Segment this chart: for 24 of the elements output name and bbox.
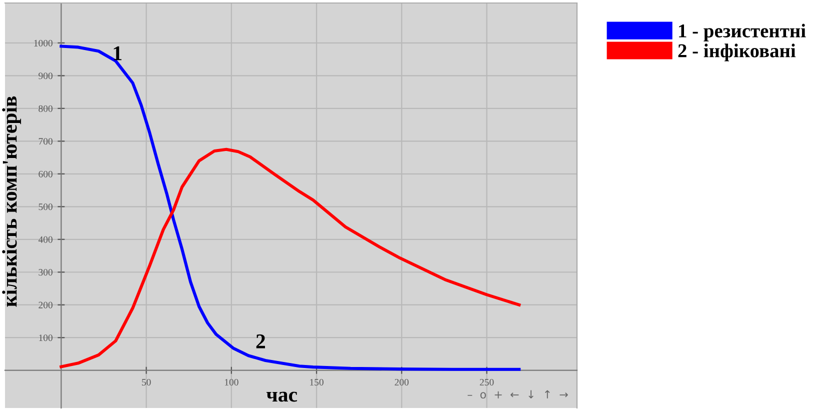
y-tick-label: 600: [38, 170, 52, 178]
y-tick-label: 1000: [34, 40, 52, 46]
annotation: 1: [114, 46, 122, 60]
y-tick-label: 400: [38, 236, 52, 243]
line-series: [60, 148, 521, 368]
x-tick-label: 100: [224, 378, 238, 386]
y-tick-label: 900: [38, 72, 52, 80]
x-tick-label: 200: [394, 378, 409, 386]
x-tick-label: 50: [142, 378, 151, 386]
y-tick-label: 100: [39, 334, 52, 342]
annotation: – o + ← ↓ ↑ →: [468, 390, 568, 399]
y-tick-label: 500: [38, 204, 52, 210]
y-axis-title: кількість комп'ютерів: [2, 96, 22, 307]
legend-label: 1 - резистентні: [679, 24, 806, 42]
y-tick-label: 800: [38, 105, 52, 112]
line-series: [60, 44, 521, 371]
x-tick-label: 250: [480, 378, 494, 386]
y-tick-label: 200: [38, 302, 52, 308]
y-tick-label: 700: [38, 138, 52, 145]
legend-label: 2 - інфіковані: [678, 44, 796, 62]
annotation: 2: [256, 334, 265, 348]
x-axis-title: час: [266, 392, 298, 402]
x-tick-label: 150: [310, 378, 324, 386]
y-tick-label: 300: [38, 269, 52, 276]
